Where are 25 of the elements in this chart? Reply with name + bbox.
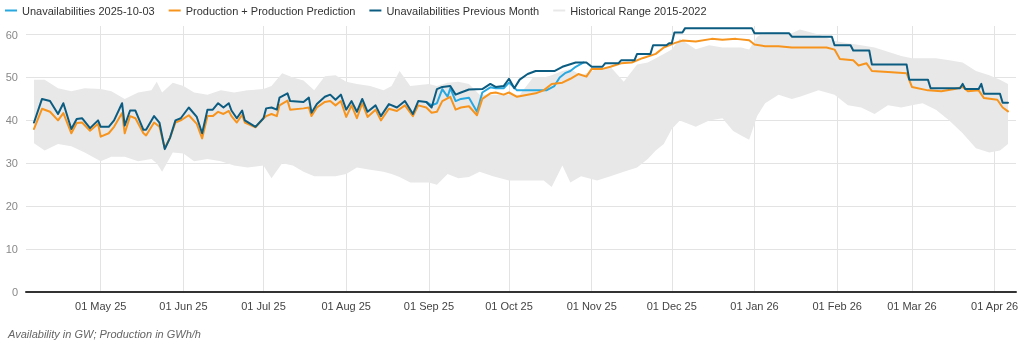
x-tick-label: 01 Nov 25 [566, 299, 617, 312]
y-tick-label: 40 [5, 114, 18, 127]
x-tick-label: 01 Aug 25 [321, 299, 371, 312]
legend-label: Historical Range 2015-2022 [570, 4, 707, 17]
legend-label: Production + Production Prediction [185, 4, 356, 17]
y-tick-label: 30 [5, 157, 18, 170]
y-tick-label: 0 [11, 286, 18, 298]
x-tick-label: 01 Apr 26 [971, 299, 1019, 312]
x-tick-label: 01 Mar 26 [887, 299, 937, 312]
text: Availability in GW; Production in GWh/h [8, 328, 201, 340]
x-tick-label: 01 Jun 25 [159, 299, 208, 312]
x-tick-label: 01 Jul 25 [241, 299, 286, 312]
x-tick-label: 01 Oct 25 [485, 299, 533, 312]
x-tick-label: 01 Jan 26 [730, 299, 779, 312]
x-tick-label: 01 May 25 [75, 299, 127, 312]
x-tick-label: 01 Sep 25 [403, 299, 455, 312]
x-tick-label: 01 Feb 26 [812, 299, 862, 312]
y-tick-label: 20 [5, 200, 18, 213]
y-tick-label: 60 [5, 28, 18, 41]
x-tick-label: 01 Dec 25 [646, 299, 697, 312]
legend-label: Unavailabilities 2025-10-03 [22, 4, 155, 17]
y-tick-label: 10 [5, 243, 18, 256]
legend-label: Unavailabilities Previous Month [386, 4, 540, 17]
y-tick-label: 50 [5, 71, 18, 84]
line-series [425, 61, 585, 113]
